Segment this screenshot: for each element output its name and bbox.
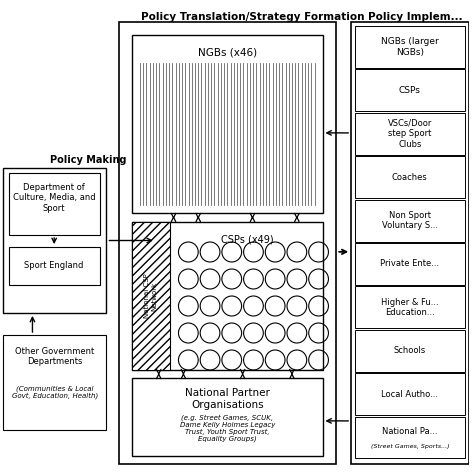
- Text: Private Ente...: Private Ente...: [380, 259, 439, 268]
- Text: NGBs (x46): NGBs (x46): [198, 47, 257, 57]
- Bar: [355, 26, 465, 68]
- Bar: [132, 35, 322, 213]
- Text: Policy Implem...: Policy Implem...: [368, 12, 463, 22]
- Text: Department of
Culture, Media, and
Sport: Department of Culture, Media, and Sport: [13, 183, 95, 213]
- Bar: [3, 335, 107, 430]
- Text: (e.g. Street Games, SCUK,
Dame Kelly Holmes Legacy
Trust, Youth Sport Trust,
Equ: (e.g. Street Games, SCUK, Dame Kelly Hol…: [180, 414, 275, 442]
- Bar: [351, 22, 468, 464]
- Bar: [355, 330, 465, 372]
- Text: Policy Translation/Strategy Formation: Policy Translation/Strategy Formation: [141, 12, 364, 22]
- Bar: [9, 173, 100, 235]
- Text: VSCs/Door
step Sport
Clubs: VSCs/Door step Sport Clubs: [388, 119, 432, 149]
- Bar: [355, 156, 465, 198]
- Bar: [119, 22, 337, 464]
- Text: National CSP
Network: National CSP Network: [145, 273, 157, 319]
- Text: Sport England: Sport England: [25, 262, 84, 271]
- Bar: [355, 200, 465, 241]
- Text: National Partner
Organisations: National Partner Organisations: [185, 388, 270, 410]
- Bar: [355, 69, 465, 111]
- Bar: [355, 373, 465, 415]
- Text: Other Government
Departments: Other Government Departments: [15, 347, 94, 366]
- Text: (Communities & Local
Govt, Education, Health): (Communities & Local Govt, Education, He…: [11, 385, 98, 399]
- Bar: [132, 378, 322, 456]
- Text: Non Sport
Voluntary S...: Non Sport Voluntary S...: [382, 211, 438, 230]
- Text: CSPs: CSPs: [399, 86, 421, 95]
- Text: CSPs (x49): CSPs (x49): [221, 234, 274, 244]
- Bar: [9, 247, 100, 285]
- Bar: [355, 417, 465, 458]
- Bar: [3, 168, 107, 313]
- Text: Coaches: Coaches: [392, 173, 428, 182]
- Bar: [132, 222, 322, 370]
- Text: National Pa...: National Pa...: [382, 427, 438, 436]
- Text: Schools: Schools: [394, 346, 426, 355]
- Text: (Street Games, Sports...): (Street Games, Sports...): [371, 444, 449, 449]
- Text: Local Autho...: Local Autho...: [382, 390, 438, 399]
- Text: NGBs (larger
NGBs): NGBs (larger NGBs): [381, 37, 439, 57]
- Bar: [355, 243, 465, 285]
- Bar: [355, 286, 465, 328]
- Text: Higher & Fu...
Education...: Higher & Fu... Education...: [381, 298, 438, 317]
- Bar: [132, 222, 170, 370]
- Text: Policy Making: Policy Making: [50, 155, 127, 165]
- Bar: [355, 113, 465, 155]
